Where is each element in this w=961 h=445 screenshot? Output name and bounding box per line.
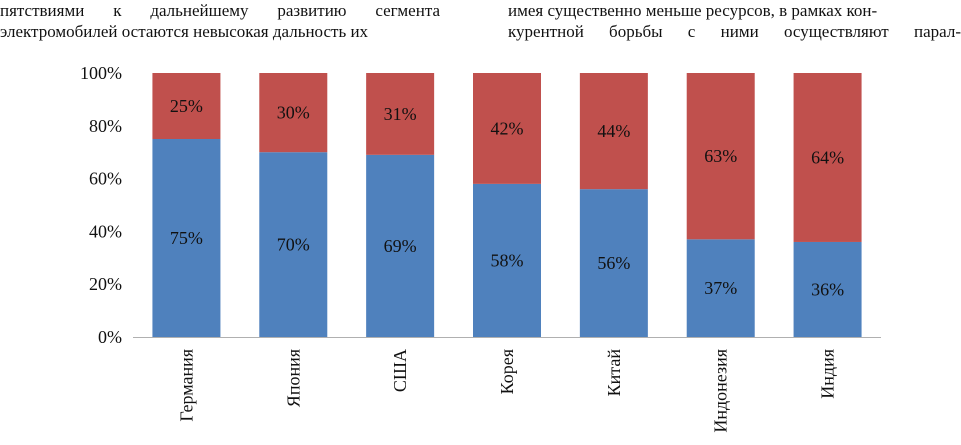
- category-label: Индия: [818, 349, 838, 399]
- y-tick-label: 80%: [89, 116, 122, 136]
- data-label-bottom: 37%: [704, 278, 737, 298]
- data-label-top: 64%: [811, 147, 844, 167]
- y-axis-tick-labels: 0% 20% 40% 60% 80% 100%: [80, 63, 122, 347]
- data-label-top: 31%: [384, 104, 417, 124]
- bar-segment-bottom: [152, 139, 221, 337]
- bar-segment-top: [579, 73, 648, 190]
- bar-segment-top: [366, 73, 435, 155]
- data-label-bottom: 70%: [277, 235, 310, 255]
- y-tick-label: 60%: [89, 169, 122, 189]
- bar-segment-bottom: [579, 189, 648, 337]
- body-text-line: электромобилей остаются невысокая дально…: [0, 22, 369, 41]
- body-text-left-column: пятствиями к дальнейшему развитию сегмен…: [0, 0, 440, 42]
- category-labels: Германия Япония США Корея Китай Индонезия Инди…: [176, 349, 837, 433]
- category-label: Германия: [176, 349, 196, 422]
- bar-segment-bottom: [793, 241, 862, 337]
- bars: [152, 73, 862, 337]
- data-label-bottom: 69%: [384, 236, 417, 256]
- body-text-line: пятствиями к дальнейшему развитию сегмен…: [0, 1, 440, 20]
- bar-segment-top: [686, 73, 755, 240]
- bar-segment-bottom: [686, 239, 755, 337]
- bar-segment-bottom: [259, 152, 328, 337]
- body-text-line: имея существенно меньше ресурсов, в рамк…: [508, 1, 878, 20]
- y-tick-label: 100%: [80, 63, 122, 83]
- y-tick-label: 0%: [98, 327, 122, 347]
- data-label-bottom: 56%: [597, 253, 630, 273]
- data-label-top: 42%: [491, 118, 524, 138]
- data-labels: 75% 25% 70% 30% 69% 31% 58% 42% 56% 44% 37% 63% 36% 6…: [170, 96, 844, 299]
- category-label: Индонезия: [711, 349, 731, 433]
- bar-segment-bottom: [366, 154, 435, 337]
- bar-segment-top: [152, 73, 221, 139]
- category-label: Япония: [283, 349, 303, 407]
- bar-segment-top: [793, 73, 862, 242]
- data-label-top: 30%: [277, 103, 310, 123]
- data-label-bottom: 58%: [491, 250, 524, 270]
- data-label-bottom: 75%: [170, 228, 203, 248]
- data-label-top: 63%: [704, 146, 737, 166]
- data-label-top: 44%: [597, 121, 630, 141]
- y-tick-label: 20%: [89, 274, 122, 294]
- category-label: Корея: [497, 349, 517, 394]
- category-label: Китай: [604, 349, 624, 397]
- bar-segment-top: [259, 73, 328, 153]
- data-label-top: 25%: [170, 96, 203, 116]
- y-tick-label: 40%: [89, 221, 122, 241]
- body-text-right-column: имея существенно меньше ресурсов, в рамк…: [508, 0, 961, 42]
- bar-segment-top: [473, 73, 541, 184]
- data-label-bottom: 36%: [811, 279, 844, 299]
- bar-segment-bottom: [473, 183, 541, 337]
- body-text-line: курентной борьбы с ними осуществляют пар…: [508, 22, 961, 41]
- category-label: США: [390, 349, 410, 392]
